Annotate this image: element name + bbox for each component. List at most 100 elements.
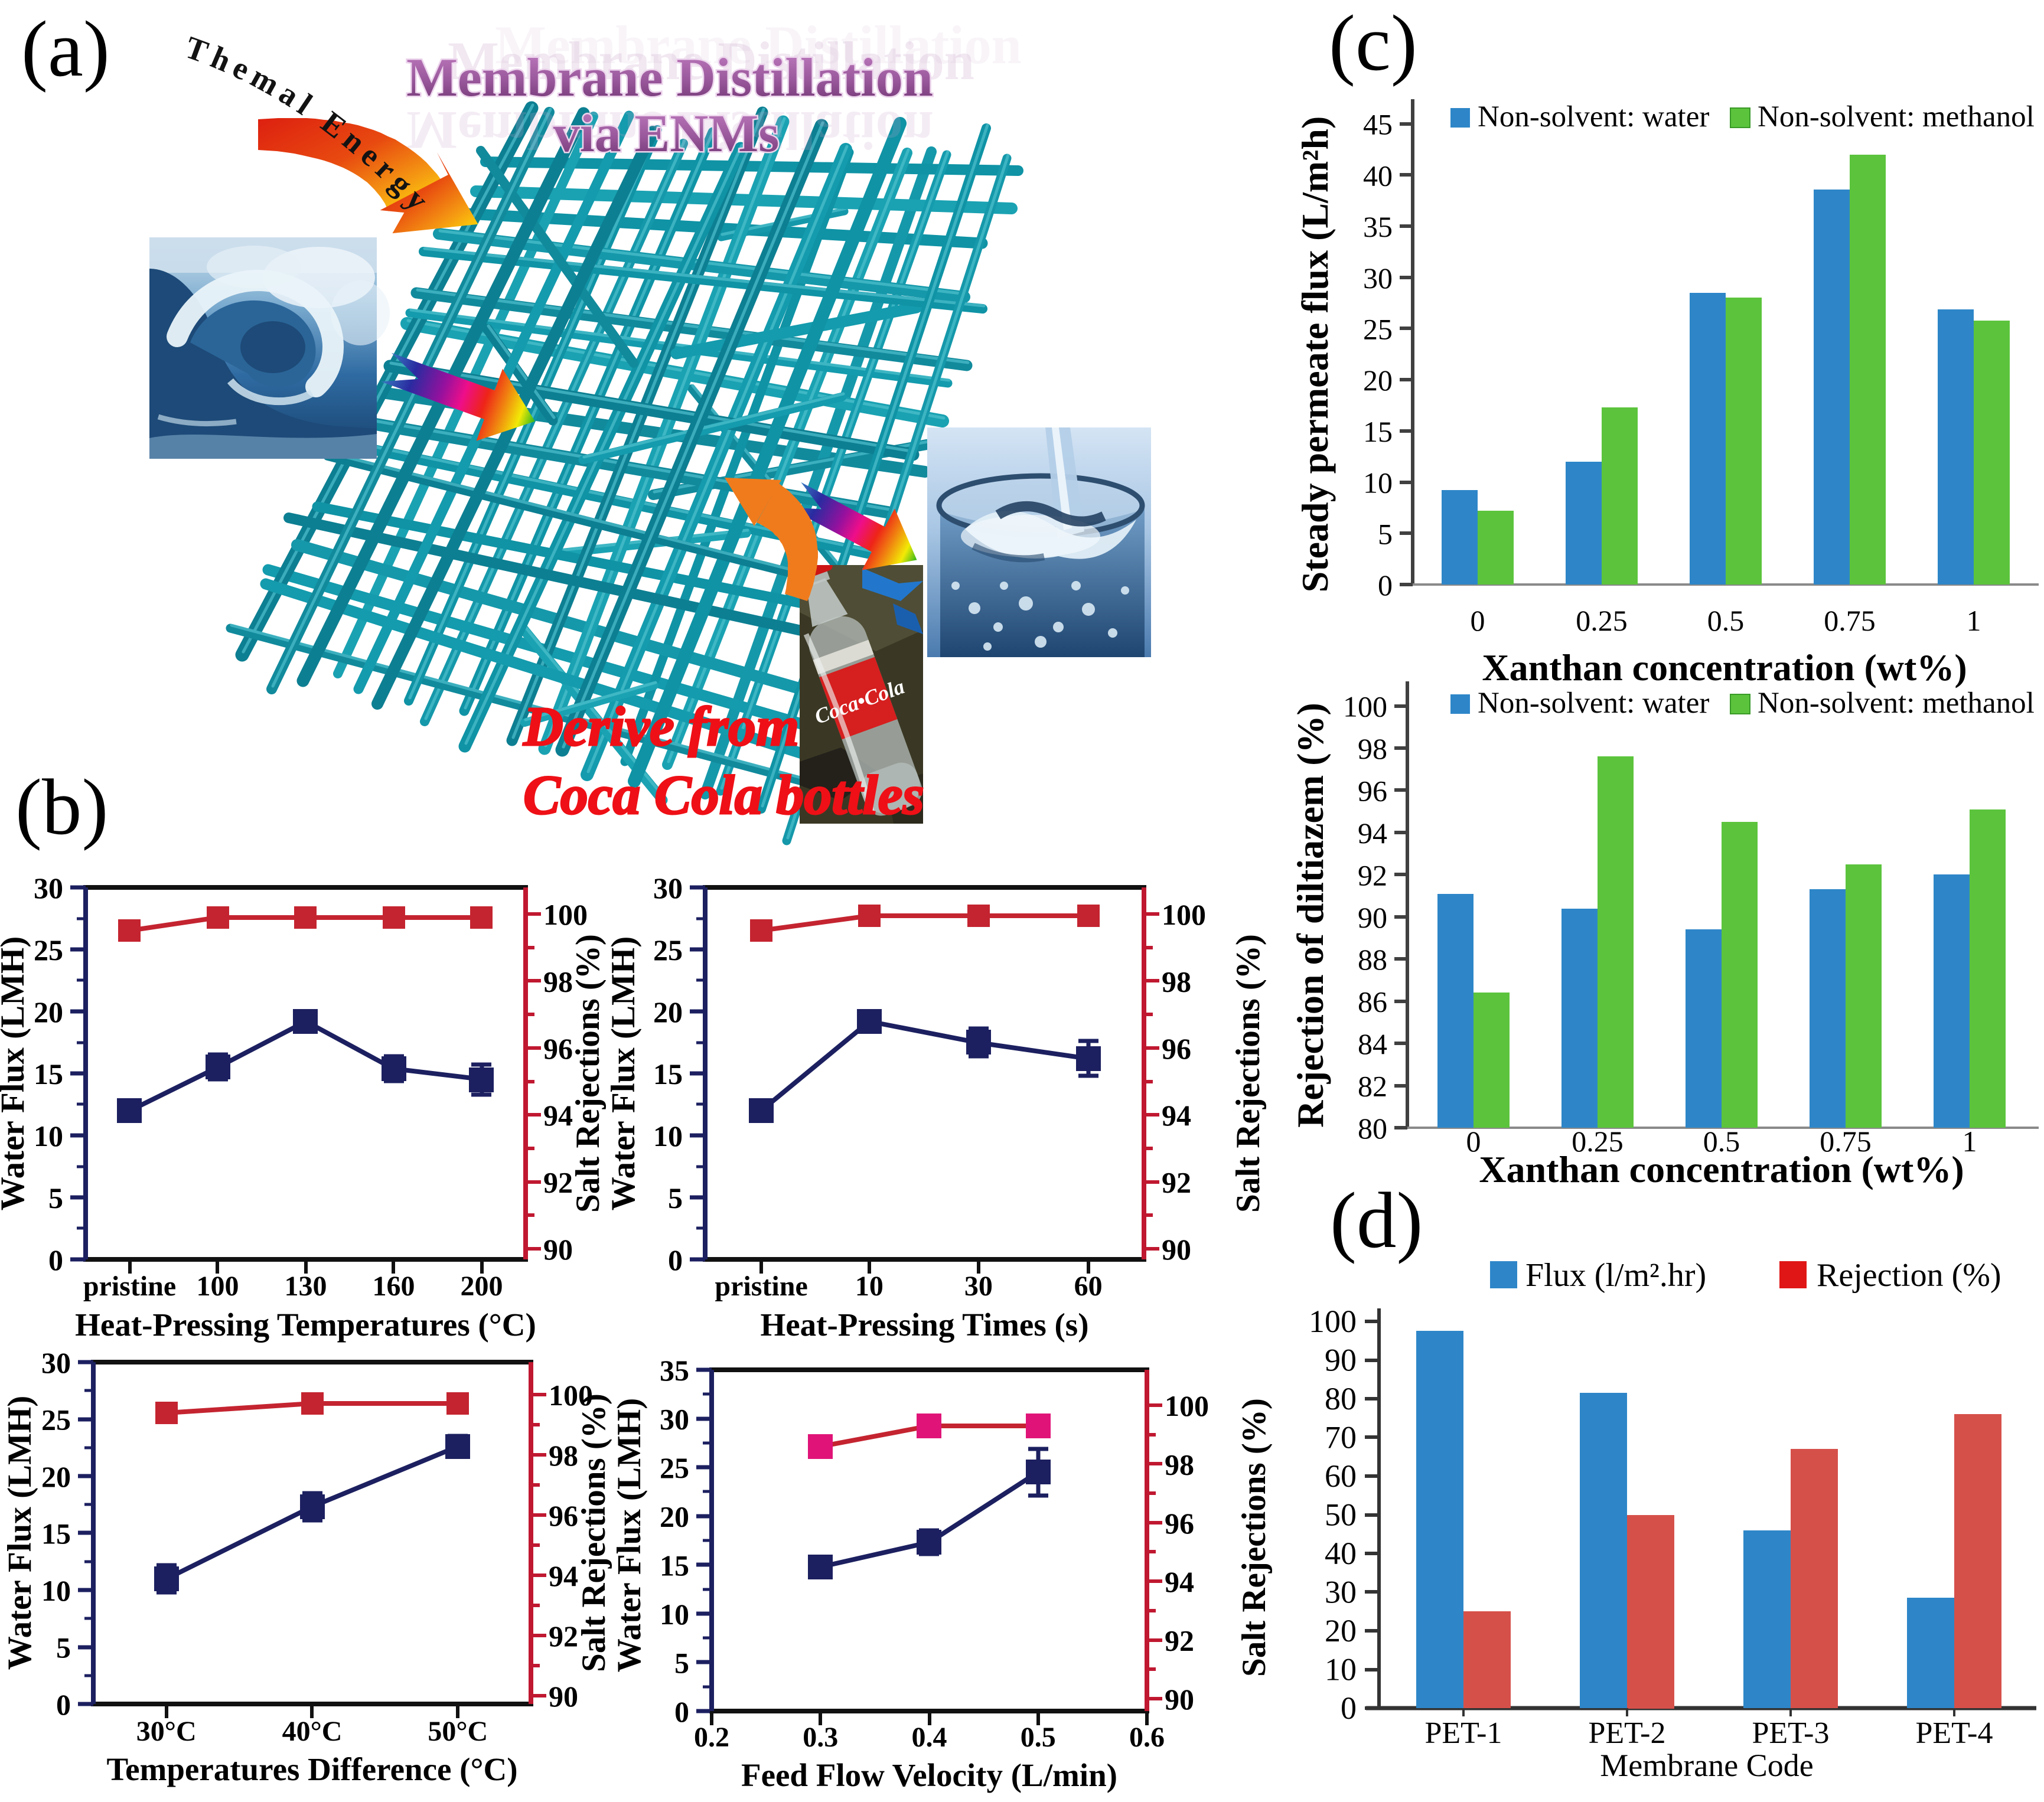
svg-text:96: 96 xyxy=(1358,775,1387,808)
svg-text:70: 70 xyxy=(1325,1420,1357,1455)
svg-text:20: 20 xyxy=(34,995,63,1029)
svg-text:10: 10 xyxy=(653,1119,683,1153)
svg-text:25: 25 xyxy=(660,1451,689,1484)
svg-text:96: 96 xyxy=(1165,1507,1194,1540)
svg-text:45: 45 xyxy=(1363,108,1393,141)
svg-text:PET-1: PET-1 xyxy=(1425,1716,1502,1750)
svg-text:82: 82 xyxy=(1358,1070,1387,1103)
svg-text:30°C: 30°C xyxy=(136,1716,197,1747)
svg-text:Water Flux (LMH): Water Flux (LMH) xyxy=(1,1396,38,1670)
svg-text:88: 88 xyxy=(1358,943,1387,976)
svg-text:Non-solvent: water: Non-solvent: water xyxy=(1478,687,1709,720)
svg-text:160: 160 xyxy=(373,1271,415,1302)
svg-text:Steady permeate flux (L/m²h): Steady permeate flux (L/m²h) xyxy=(1294,116,1336,593)
svg-text:0.75: 0.75 xyxy=(1824,604,1876,637)
svg-text:Rejection of diltiazem (%): Rejection of diltiazem (%) xyxy=(1289,703,1331,1128)
svg-text:100: 100 xyxy=(197,1271,239,1302)
svg-text:200: 200 xyxy=(461,1271,503,1302)
svg-text:PET-2: PET-2 xyxy=(1589,1716,1666,1750)
svg-text:5: 5 xyxy=(1378,517,1393,550)
svg-text:Membrane Code: Membrane Code xyxy=(1600,1748,1813,1783)
svg-text:92: 92 xyxy=(1358,858,1387,892)
svg-text:0.6: 0.6 xyxy=(1129,1722,1165,1753)
svg-text:(c): (c) xyxy=(1329,0,1417,87)
svg-text:Derive from: Derive from xyxy=(523,696,799,758)
svg-text:Coca Cola bottles: Coca Cola bottles xyxy=(523,765,924,826)
svg-text:Membrane Distillation: Membrane Distillation xyxy=(406,47,933,107)
svg-text:25: 25 xyxy=(34,933,63,967)
svg-text:92: 92 xyxy=(1165,1624,1194,1657)
svg-text:94: 94 xyxy=(1162,1099,1191,1132)
svg-text:Salt Rejections (%): Salt Rejections (%) xyxy=(1230,934,1267,1213)
svg-text:Water Flux (LMH): Water Flux (LMH) xyxy=(611,1398,648,1672)
svg-text:5: 5 xyxy=(674,1646,689,1679)
svg-text:Salt Rejections (%): Salt Rejections (%) xyxy=(569,934,607,1213)
svg-text:PET-3: PET-3 xyxy=(1752,1716,1830,1750)
svg-text:Heat-Pressing Temperatures (°C: Heat-Pressing Temperatures (°C) xyxy=(75,1307,536,1343)
svg-text:0.75: 0.75 xyxy=(1820,1125,1872,1158)
svg-text:60: 60 xyxy=(1325,1458,1357,1494)
svg-text:20: 20 xyxy=(653,995,683,1029)
svg-text:98: 98 xyxy=(1358,732,1387,765)
svg-text:100: 100 xyxy=(549,1379,593,1412)
svg-text:84: 84 xyxy=(1358,1027,1387,1060)
svg-text:30: 30 xyxy=(964,1271,993,1302)
svg-text:Non-solvent: methanol: Non-solvent: methanol xyxy=(1758,687,2035,720)
svg-text:92: 92 xyxy=(543,1166,573,1199)
svg-text:10: 10 xyxy=(41,1574,71,1607)
svg-text:30: 30 xyxy=(34,871,63,905)
svg-text:0: 0 xyxy=(668,1243,683,1277)
svg-text:5: 5 xyxy=(56,1631,71,1664)
svg-text:100: 100 xyxy=(1165,1389,1209,1422)
svg-text:Flux (l/m².hr): Flux (l/m².hr) xyxy=(1525,1257,1706,1294)
svg-text:10: 10 xyxy=(1363,466,1393,500)
svg-text:10: 10 xyxy=(34,1119,63,1153)
svg-text:80: 80 xyxy=(1358,1112,1387,1145)
svg-text:Temperatures Difference (°C): Temperatures Difference (°C) xyxy=(106,1751,517,1787)
svg-text:98: 98 xyxy=(1162,965,1191,998)
svg-text:Salt Rejections (%): Salt Rejections (%) xyxy=(575,1393,612,1672)
svg-text:92: 92 xyxy=(1162,1166,1191,1199)
svg-text:90: 90 xyxy=(1165,1683,1194,1716)
svg-text:20: 20 xyxy=(41,1460,71,1493)
svg-text:50°C: 50°C xyxy=(428,1716,488,1747)
svg-text:Membrane Distillation: Membrane Distillation xyxy=(495,15,1022,75)
svg-text:1: 1 xyxy=(1962,1125,1977,1158)
svg-text:pristine: pristine xyxy=(715,1271,807,1302)
svg-text:via ENMs: via ENMs xyxy=(553,105,780,163)
svg-text:Salt Rejections (%): Salt Rejections (%) xyxy=(1235,1398,1273,1677)
svg-text:0: 0 xyxy=(1341,1690,1357,1726)
svg-text:1: 1 xyxy=(1967,604,1981,637)
svg-text:15: 15 xyxy=(41,1517,71,1550)
svg-text:96: 96 xyxy=(543,1032,573,1065)
svg-text:(d): (d) xyxy=(1330,1177,1423,1265)
svg-text:pristine: pristine xyxy=(83,1271,176,1302)
svg-text:0.25: 0.25 xyxy=(1576,604,1628,637)
svg-text:94: 94 xyxy=(543,1099,573,1132)
svg-text:20: 20 xyxy=(1325,1613,1357,1648)
svg-text:5: 5 xyxy=(48,1181,63,1215)
svg-text:100: 100 xyxy=(1343,690,1387,723)
svg-text:0: 0 xyxy=(1471,604,1485,637)
svg-text:90: 90 xyxy=(1358,901,1387,934)
svg-text:0.5: 0.5 xyxy=(1021,1722,1056,1753)
svg-text:10: 10 xyxy=(855,1271,884,1302)
svg-text:10: 10 xyxy=(660,1598,689,1631)
svg-text:0.3: 0.3 xyxy=(803,1722,838,1753)
svg-text:15: 15 xyxy=(660,1549,689,1582)
svg-text:25: 25 xyxy=(1363,313,1393,346)
svg-text:5: 5 xyxy=(668,1181,683,1215)
svg-text:10: 10 xyxy=(1325,1652,1357,1687)
svg-text:94: 94 xyxy=(549,1559,578,1592)
svg-text:Membrane Distillation: Membrane Distillation xyxy=(448,31,974,91)
svg-text:130: 130 xyxy=(285,1271,327,1302)
svg-text:100: 100 xyxy=(543,898,588,931)
svg-text:Feed Flow Velocity (L/min): Feed Flow Velocity (L/min) xyxy=(741,1757,1117,1793)
svg-text:94: 94 xyxy=(1165,1565,1194,1598)
svg-text:90: 90 xyxy=(543,1233,573,1266)
svg-text:Non-solvent: water: Non-solvent: water xyxy=(1478,100,1709,133)
svg-text:0: 0 xyxy=(56,1688,71,1721)
svg-text:0: 0 xyxy=(1466,1125,1481,1158)
svg-text:92: 92 xyxy=(549,1620,578,1653)
svg-text:30: 30 xyxy=(653,871,683,905)
